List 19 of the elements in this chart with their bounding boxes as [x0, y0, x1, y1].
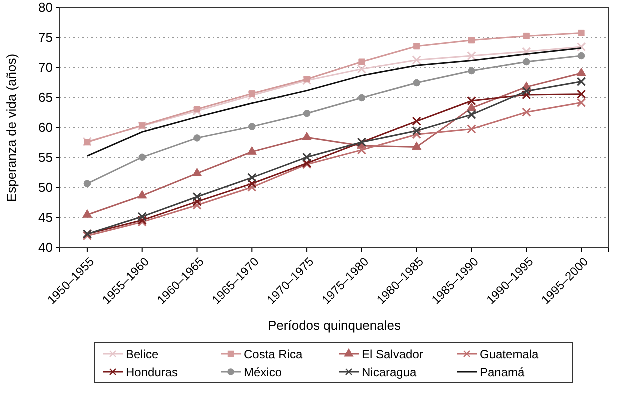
legend-label: El Salvador [362, 348, 424, 362]
x-axis-title: Períodos quinquenales [268, 318, 402, 333]
y-axis-title: Esperanza de vida (años) [4, 54, 19, 202]
y-tick-label: 50 [38, 180, 53, 196]
y-tick-label: 55 [38, 150, 53, 166]
legend-label: Honduras [126, 366, 178, 380]
legend-label: México [244, 366, 282, 380]
legend-label: Belice [126, 348, 160, 362]
y-tick-label: 45 [38, 210, 53, 226]
legend-label: Nicaragua [362, 366, 418, 380]
legend-label: Costa Rica [244, 348, 304, 362]
y-tick-label: 80 [38, 0, 53, 16]
legend-label: Guatemala [480, 348, 540, 362]
legend-label: Panamá [480, 366, 526, 380]
y-tick-label: 40 [38, 240, 53, 256]
y-tick-label: 75 [38, 30, 53, 46]
y-tick-label: 60 [38, 120, 53, 136]
y-tick-label: 70 [38, 60, 53, 76]
y-tick-label: 65 [38, 90, 53, 106]
